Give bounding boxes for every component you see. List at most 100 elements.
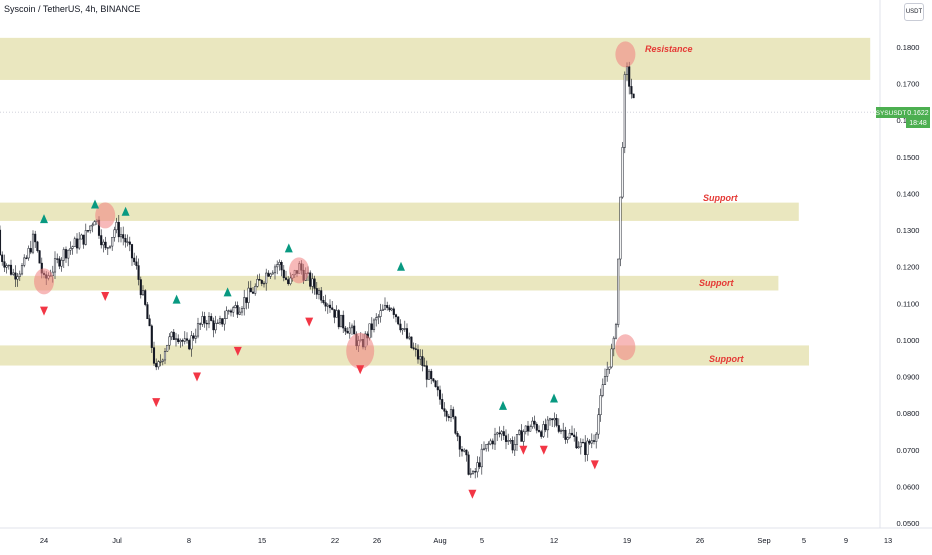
candle-body [617, 258, 620, 325]
up-arrow-icon [284, 243, 293, 253]
last-price-label: 0.1622 [907, 110, 929, 117]
candle-body [203, 316, 206, 324]
candle-body [124, 237, 127, 243]
candle-body [379, 310, 382, 317]
down-arrow-icon [519, 445, 528, 455]
candle-body [614, 324, 618, 339]
symbol-label-bg [876, 107, 906, 118]
x-tick-label: 9 [844, 536, 848, 545]
candle-body [579, 441, 582, 448]
candle-body [20, 265, 24, 275]
candle-body [137, 265, 140, 280]
y-tick-label: 0.1500 [897, 153, 920, 162]
candle-body [526, 425, 530, 432]
candle-body [557, 425, 560, 432]
candle-body [155, 363, 158, 368]
candle-body [280, 261, 283, 271]
candle-body [456, 433, 459, 437]
candle-body [265, 272, 268, 284]
candle-body [397, 316, 400, 325]
countdown-label: 18:48 [909, 120, 927, 127]
candle-body [1, 254, 4, 262]
up-arrow-icon [550, 393, 558, 403]
candle-body [511, 440, 514, 451]
candle-body [412, 347, 415, 349]
candle-body [161, 359, 164, 362]
candle-body [403, 328, 406, 330]
candle-body [86, 230, 90, 232]
x-tick-label: 22 [331, 536, 339, 545]
currency-button[interactable]: USDT [904, 3, 924, 21]
down-arrow-icon [590, 460, 599, 470]
candle-body [271, 272, 274, 275]
y-tick-label: 0.0700 [897, 446, 920, 455]
candle-body [12, 272, 15, 275]
candle-body [599, 395, 602, 416]
candle-body [482, 448, 486, 450]
candle-body [491, 440, 494, 445]
y-tick-label: 0.1200 [897, 263, 920, 272]
candle-body [251, 291, 255, 294]
candle-body [260, 280, 263, 284]
candle-body [126, 241, 129, 243]
zone-3 [0, 345, 809, 366]
candle-body [463, 449, 466, 452]
candle-body [245, 297, 248, 303]
candle-body [423, 365, 426, 367]
up-arrow-icon [223, 287, 232, 297]
y-tick-label: 0.1400 [897, 189, 920, 198]
candle-body [467, 454, 470, 475]
candle-body [14, 272, 17, 280]
candle-body [540, 431, 543, 437]
candle-body [53, 258, 57, 273]
candle-body [533, 420, 536, 425]
candle-body [0, 229, 2, 256]
candle-body [399, 323, 402, 331]
candle-body [331, 307, 334, 310]
zone-label: Support [699, 278, 734, 288]
up-arrow-icon [91, 199, 99, 209]
candle-body [141, 290, 145, 296]
candle-body [71, 246, 74, 249]
candle-body [493, 433, 497, 445]
candle-body [342, 314, 345, 329]
candle-body [62, 249, 65, 261]
chart-title: Syscoin / TetherUS, 4h, BINANCE [4, 4, 141, 14]
candle-body [36, 241, 39, 251]
candle-body [75, 238, 79, 249]
candle-body [487, 443, 490, 445]
candle-body [172, 331, 175, 340]
x-tick-label: Sep [757, 536, 770, 545]
candle-body [18, 273, 21, 277]
candle-body [559, 429, 563, 432]
candle-body [524, 425, 527, 433]
down-arrow-icon [305, 317, 314, 327]
candle-body [513, 444, 516, 451]
candle-body [106, 247, 109, 249]
candle-body [544, 424, 547, 431]
down-arrow-icon [152, 398, 161, 408]
candle-body [267, 272, 270, 277]
up-arrow-icon [172, 294, 181, 304]
x-tick-label: Jul [112, 536, 122, 545]
candle-body [185, 338, 189, 341]
candle-body [386, 305, 389, 308]
candle-body [410, 336, 413, 349]
candle-body [449, 409, 453, 419]
candle-body [474, 471, 477, 473]
candle-body [194, 335, 197, 339]
candle-body [58, 258, 61, 267]
candle-body [317, 290, 321, 295]
candle-body [454, 416, 457, 434]
candle-body [150, 325, 153, 348]
candle-body [522, 431, 525, 442]
candle-body [23, 257, 26, 266]
candle-body [328, 304, 332, 309]
candle-body [27, 248, 30, 259]
candle-body [170, 331, 173, 338]
candle-body [595, 433, 598, 442]
candle-body [256, 279, 259, 287]
x-tick-label: 26 [373, 536, 381, 545]
candle-body [166, 344, 169, 352]
